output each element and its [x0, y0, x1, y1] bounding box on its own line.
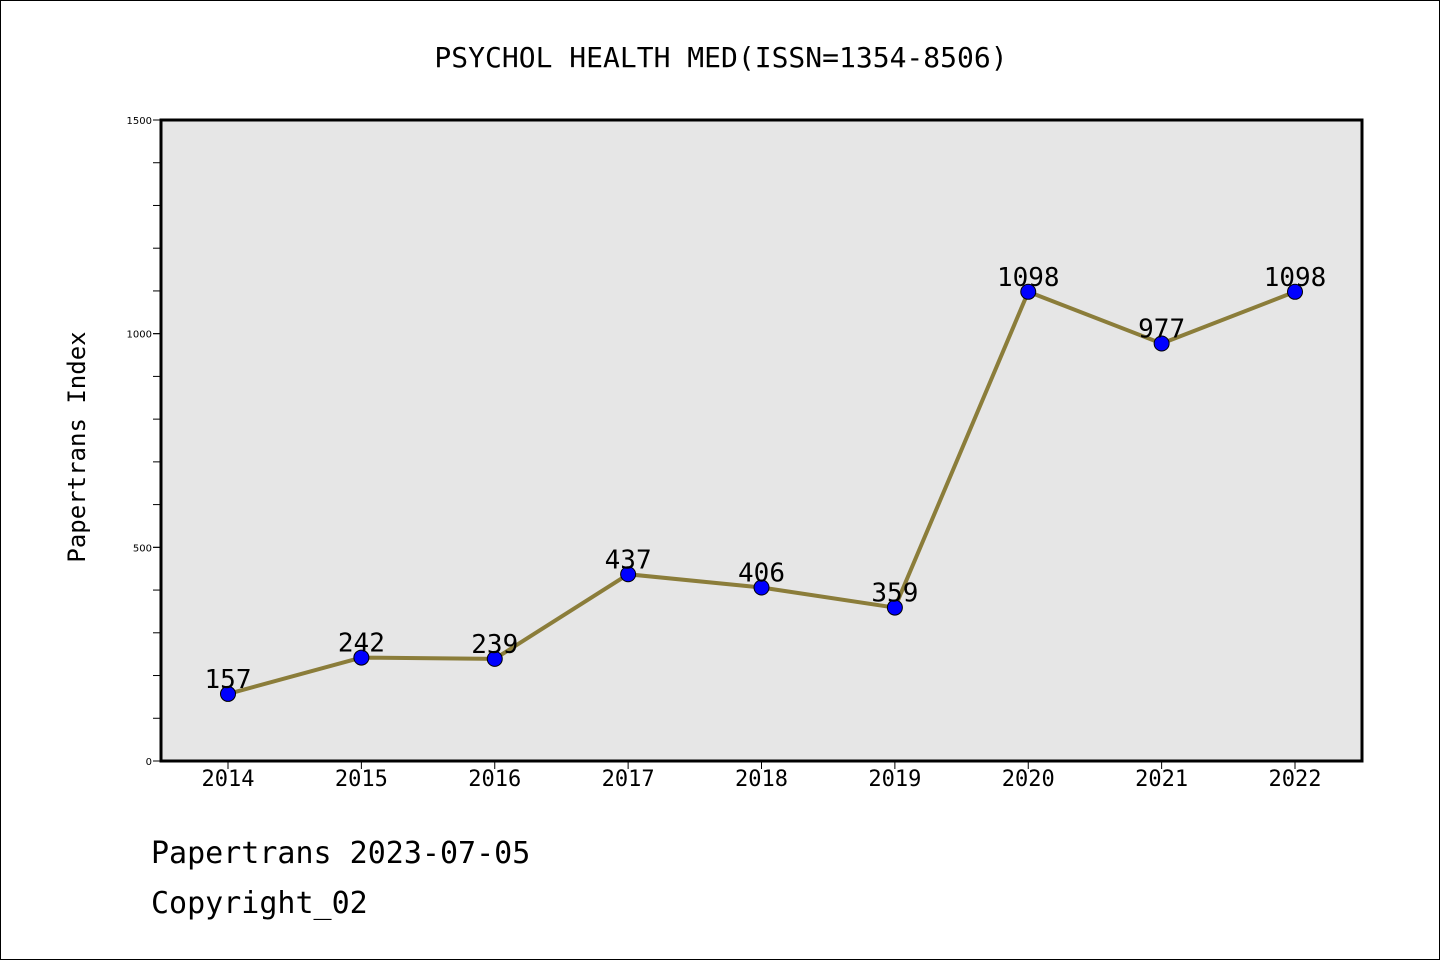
data-point — [886, 599, 903, 616]
data-point — [1287, 283, 1303, 300]
data-label: 239 — [471, 630, 518, 660]
x-tick-label: 2017 — [602, 767, 655, 792]
y-tick-label: 1000 — [127, 330, 152, 341]
data-label: 1098 — [1264, 263, 1327, 293]
data-point — [620, 566, 637, 583]
data-point — [753, 579, 770, 596]
data-label: 242 — [338, 629, 385, 659]
data-label: 359 — [871, 579, 918, 609]
data-label: 406 — [738, 559, 785, 589]
chart-title: PSYCHOL HEALTH MED(ISSN=1354-8506) — [434, 41, 1007, 74]
data-point — [1020, 283, 1037, 300]
footer-date: Papertrans 2023-07-05 — [151, 836, 531, 871]
y-axis-label: Papertrans Index — [63, 331, 91, 562]
data-label: 437 — [605, 545, 652, 575]
series-layer: 157 242 239 437 406 359 1098 977 1098 — [205, 263, 1327, 702]
data-point — [486, 650, 503, 667]
data-point — [353, 649, 370, 666]
y-axis-ticks: 0 500 1000 1500 — [127, 116, 161, 768]
data-point — [220, 685, 236, 702]
x-tick-label: 2014 — [202, 767, 255, 792]
data-label: 157 — [205, 665, 252, 695]
x-tick-label: 2019 — [868, 767, 921, 792]
x-tick-label: 2016 — [468, 767, 521, 792]
y-tick-label: 0 — [146, 757, 152, 768]
x-tick-label: 2015 — [335, 767, 388, 792]
x-tick-label: 2018 — [735, 767, 788, 792]
x-axis-ticks: 2014 2015 2016 2017 2018 2019 2020 2021 2022 — [202, 761, 1322, 792]
data-label: 977 — [1138, 314, 1185, 344]
x-tick-label: 2021 — [1135, 767, 1188, 792]
data-label: 1098 — [997, 263, 1060, 293]
x-tick-label: 2020 — [1002, 767, 1055, 792]
data-point — [1153, 335, 1170, 352]
footer-copyright: Copyright_02 — [151, 886, 368, 921]
y-tick-label: 1500 — [127, 116, 152, 127]
x-tick-label: 2022 — [1269, 767, 1322, 792]
y-tick-label: 500 — [133, 543, 152, 554]
